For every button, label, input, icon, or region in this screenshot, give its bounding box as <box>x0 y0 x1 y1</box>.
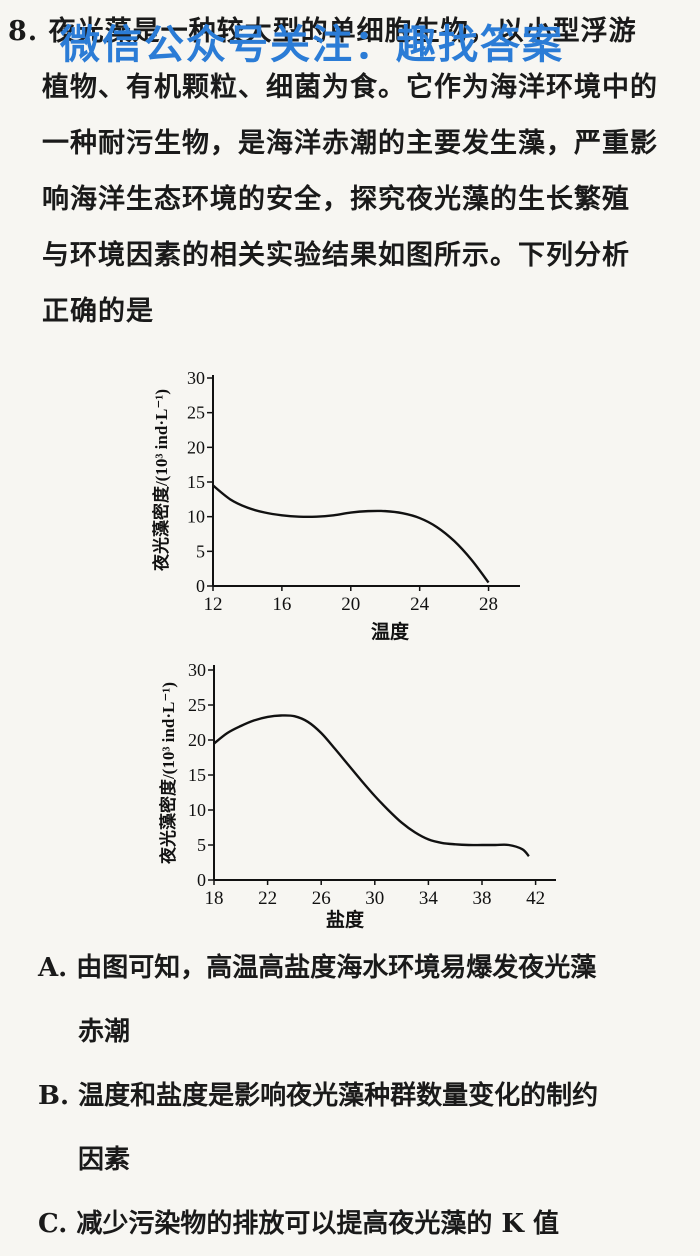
y-tick-label: 30 <box>188 660 206 680</box>
x-tick-label: 24 <box>410 594 430 615</box>
x-axis-label: 盐度 <box>326 908 365 931</box>
question-line-4: 响海洋生态环境的安全，探究夜光藻的生长繁殖 <box>42 184 630 215</box>
option-b[interactable]: B. 温度和盐度是影响夜光藻种群数量变化的制约 <box>38 1081 599 1111</box>
y-tick-label: 15 <box>187 472 205 492</box>
y-tick-label: 5 <box>197 835 206 855</box>
y-tick-label: 25 <box>187 403 205 423</box>
x-axis-label: 温度 <box>371 620 410 643</box>
question-line-1: 8. 夜光藻是一种较大型的单细胞生物，以小型浮游 <box>8 16 637 47</box>
temperature-density-chart: 0 5 10 15 20 25 30 12 16 20 24 28 温度 夜光藻密度/(10³ ind… <box>151 368 520 643</box>
y-tick-label: 10 <box>187 507 205 527</box>
watermark-text: 微信公众号关注：趣找答案 <box>60 22 564 68</box>
x-tick-label: 26 <box>312 888 331 909</box>
y-tick-label: 15 <box>188 765 206 785</box>
question-line-3: 一种耐污生物，是海洋赤潮的主要发生藻，严重影 <box>42 128 658 159</box>
x-tick-label: 38 <box>473 888 492 909</box>
x-tick-label: 34 <box>419 888 439 909</box>
x-tick-label: 16 <box>272 594 291 615</box>
y-tick-label: 5 <box>196 541 205 561</box>
series-line <box>212 484 490 584</box>
y-axis-label: 夜光藻密度/(10³ ind·L⁻¹) <box>158 682 178 865</box>
salinity-density-chart: 0 5 10 15 20 25 30 18 22 26 30 34 38 42 盐度 夜光藻密度/(10³… <box>158 660 556 931</box>
y-tick-label: 20 <box>187 437 205 457</box>
x-tick-label: 22 <box>258 888 277 909</box>
option-c[interactable]: C. 减少污染物的排放可以提高夜光藻的 K 值 <box>38 1209 560 1239</box>
option-b-continuation: 因素 <box>78 1145 131 1175</box>
option-a-continuation: 赤潮 <box>78 1017 131 1047</box>
x-tick-label: 42 <box>526 888 545 909</box>
y-tick-label: 10 <box>188 800 206 820</box>
x-tick-label: 20 <box>341 594 360 615</box>
y-tick-label: 0 <box>196 576 205 596</box>
question-line-2: 植物、有机颗粒、细菌为食。它作为海洋环境中的 <box>42 72 658 103</box>
x-tick-label: 30 <box>365 888 384 909</box>
question-stem: 8. 夜光藻是一种较大型的单细胞生物，以小型浮游 植物、有机颗粒、细菌为食。它作… <box>8 4 698 340</box>
question-line-6: 正确的是 <box>42 296 154 327</box>
option-a[interactable]: A. 由图可知，高温高盐度海水环境易爆发夜光藻 <box>38 953 597 983</box>
x-tick-label: 28 <box>479 594 498 615</box>
series-line <box>213 714 530 858</box>
y-tick-label: 20 <box>188 730 206 750</box>
question-line-5: 与环境因素的相关实验结果如图所示。下列分析 <box>42 240 630 271</box>
y-tick-label: 25 <box>188 695 206 715</box>
answer-options: A. 由图可知，高温高盐度海水环境易爆发夜光藻 赤潮 B. 温度和盐度是影响夜光… <box>38 936 698 1256</box>
x-tick-label: 18 <box>205 888 224 909</box>
y-tick-label: 0 <box>197 870 206 890</box>
y-tick-label: 30 <box>187 368 205 388</box>
x-tick-label: 12 <box>204 594 223 615</box>
y-axis-label: 夜光藻密度/(10³ ind·L⁻¹) <box>151 389 171 572</box>
